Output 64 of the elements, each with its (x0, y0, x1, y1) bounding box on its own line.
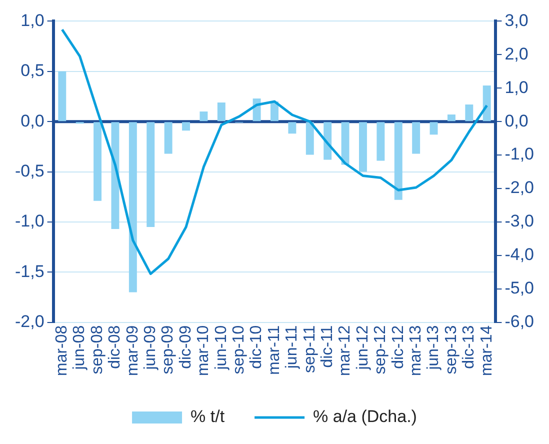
x-tick-label: jun-11 (284, 325, 301, 370)
y-tick-label: -1,0 (14, 212, 44, 231)
y2-tick-label: -3,0 (504, 212, 534, 231)
bar (128, 122, 137, 292)
bar (288, 122, 296, 134)
y2-tick-label: -2,0 (504, 178, 534, 198)
x-tick-label: sep-11 (301, 325, 318, 374)
bar (164, 122, 172, 154)
bar (306, 122, 314, 155)
x-tick-label: mar-14 (478, 325, 496, 376)
y2-tick-label: 0,0 (504, 111, 528, 130)
x-tick-label: dic-13 (460, 325, 478, 369)
x-tick-label: mar-08 (54, 325, 71, 376)
legend-label: % t/t (190, 407, 225, 426)
x-tick-label: sep-10 (230, 325, 248, 374)
bar (430, 122, 438, 135)
bar (447, 114, 456, 122)
bar (217, 102, 226, 122)
y2-tick-label: 3,0 (504, 10, 528, 30)
x-tick-label: mar-10 (195, 325, 212, 376)
y2-tick-label: -6,0 (504, 312, 534, 332)
x-tick-label: dic-08 (106, 325, 124, 369)
x-tick-label: mar-09 (124, 325, 142, 376)
y-tick-label: -2,0 (14, 312, 44, 332)
legend-label: % a/a (Dcha.) (313, 407, 417, 426)
bar (412, 122, 420, 154)
bar (146, 122, 155, 227)
y2-tick-label: -4,0 (504, 245, 534, 264)
x-tick-label: mar-11 (266, 325, 283, 375)
x-tick-label: jun-10 (212, 325, 230, 371)
x-tick-label: jun-12 (354, 325, 372, 371)
y2-tick-label: -5,0 (504, 278, 534, 298)
x-tick-label: jun-13 (425, 325, 442, 371)
y2-tick-label: -1,0 (504, 144, 534, 164)
bar (182, 122, 190, 131)
x-tick-label: dic-12 (390, 325, 407, 369)
x-tick-label: sep-09 (160, 325, 177, 374)
bar (94, 122, 102, 201)
bar (359, 122, 367, 172)
x-tick-label: sep-08 (88, 325, 106, 374)
x-tick-label: jun-08 (71, 325, 88, 371)
x-tick-label: sep-12 (372, 325, 390, 374)
bar (465, 104, 474, 122)
x-tick-label: mar-12 (336, 325, 354, 376)
y-tick-label: -1,5 (14, 262, 44, 281)
x-tick-label: sep-13 (442, 325, 460, 374)
x-tick-label: dic-10 (248, 325, 266, 369)
x-tick-label: dic-09 (177, 325, 194, 369)
x-tick-label: dic-11 (318, 325, 336, 368)
x-tick-label: mar-13 (407, 325, 424, 376)
y-tick-label: 0,0 (20, 111, 44, 130)
y-tick-label: -0,5 (14, 161, 44, 180)
y-tick-label: 0,5 (20, 61, 44, 80)
y-tick-label: 1,0 (20, 10, 44, 30)
x-tick-label: jun-09 (142, 325, 160, 371)
y2-tick-label: 2,0 (504, 44, 528, 64)
bar (376, 122, 385, 161)
bar (394, 122, 402, 200)
bar (200, 112, 208, 122)
bar (111, 122, 120, 229)
bar (341, 122, 350, 165)
bar (58, 71, 66, 122)
bar (482, 85, 491, 122)
y2-tick-label: 1,0 (504, 78, 528, 97)
